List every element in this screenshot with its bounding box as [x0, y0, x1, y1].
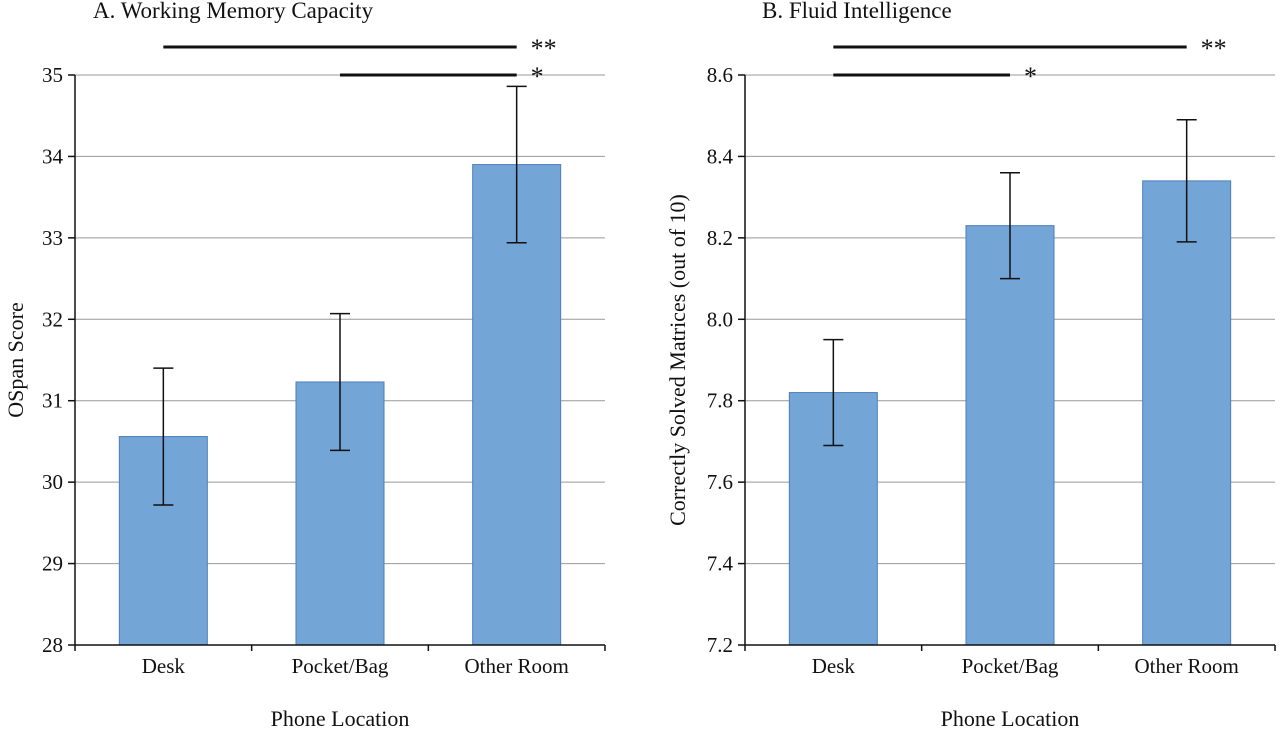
category-label-desk: Desk: [142, 654, 186, 678]
y-tick-label: 34: [42, 144, 64, 168]
y-tick-label: 7.4: [707, 552, 734, 576]
y-tick-label: 7.2: [707, 633, 733, 657]
bar-pocket-bag: [965, 225, 1055, 646]
y-tick-label: 35: [42, 63, 63, 87]
y-tick-label: 8.2: [707, 226, 733, 250]
y-tick-label: 31: [42, 389, 63, 413]
panel-fluid-intelligence: B. Fluid Intelligence Correctly Solved M…: [640, 0, 1280, 735]
y-tick-label: 29: [42, 552, 63, 576]
significance-label: **: [531, 34, 557, 63]
y-tick-label: 7.6: [707, 470, 733, 494]
y-tick-label: 33: [42, 226, 63, 250]
y-tick-label: 8.0: [707, 307, 733, 331]
y-tick-label: 28: [42, 633, 63, 657]
panel-a-x-axis-label: Phone Location: [270, 706, 410, 731]
panel-a-plot: 28 29 30 31 32 33 34 35 Desk Pocket/Bag Other Room…: [42, 34, 606, 678]
panel-b-x-axis-label: Phone Location: [940, 706, 1080, 731]
significance-label: **: [1201, 34, 1227, 63]
category-label-pocket-bag: Pocket/Bag: [292, 654, 389, 678]
y-tick-label: 8.6: [707, 63, 733, 87]
y-tick-label: 32: [42, 307, 63, 331]
bar-other-room: [1142, 180, 1232, 646]
panel-a-title: A. Working Memory Capacity: [93, 0, 374, 23]
category-label-other-room: Other Room: [464, 654, 568, 678]
significance-label: *: [1024, 62, 1037, 91]
y-tick-label: 30: [42, 470, 63, 494]
panel-b-title: B. Fluid Intelligence: [762, 0, 952, 23]
category-label-pocket-bag: Pocket/Bag: [962, 654, 1059, 678]
bar-other-room: [472, 164, 562, 646]
category-label-other-room: Other Room: [1134, 654, 1238, 678]
category-label-desk: Desk: [812, 654, 856, 678]
panel-working-memory-capacity: A. Working Memory Capacity OSpan Score 2…: [3, 0, 606, 731]
y-tick-label: 8.4: [707, 144, 734, 168]
y-tick-label: 7.8: [707, 389, 733, 413]
panel-b-plot: 7.2 7.4 7.6 7.8 8.0 8.2 8.4 8.6 Desk Pocket/Bag Ot…: [707, 34, 1276, 678]
significance-label: *: [531, 62, 544, 91]
